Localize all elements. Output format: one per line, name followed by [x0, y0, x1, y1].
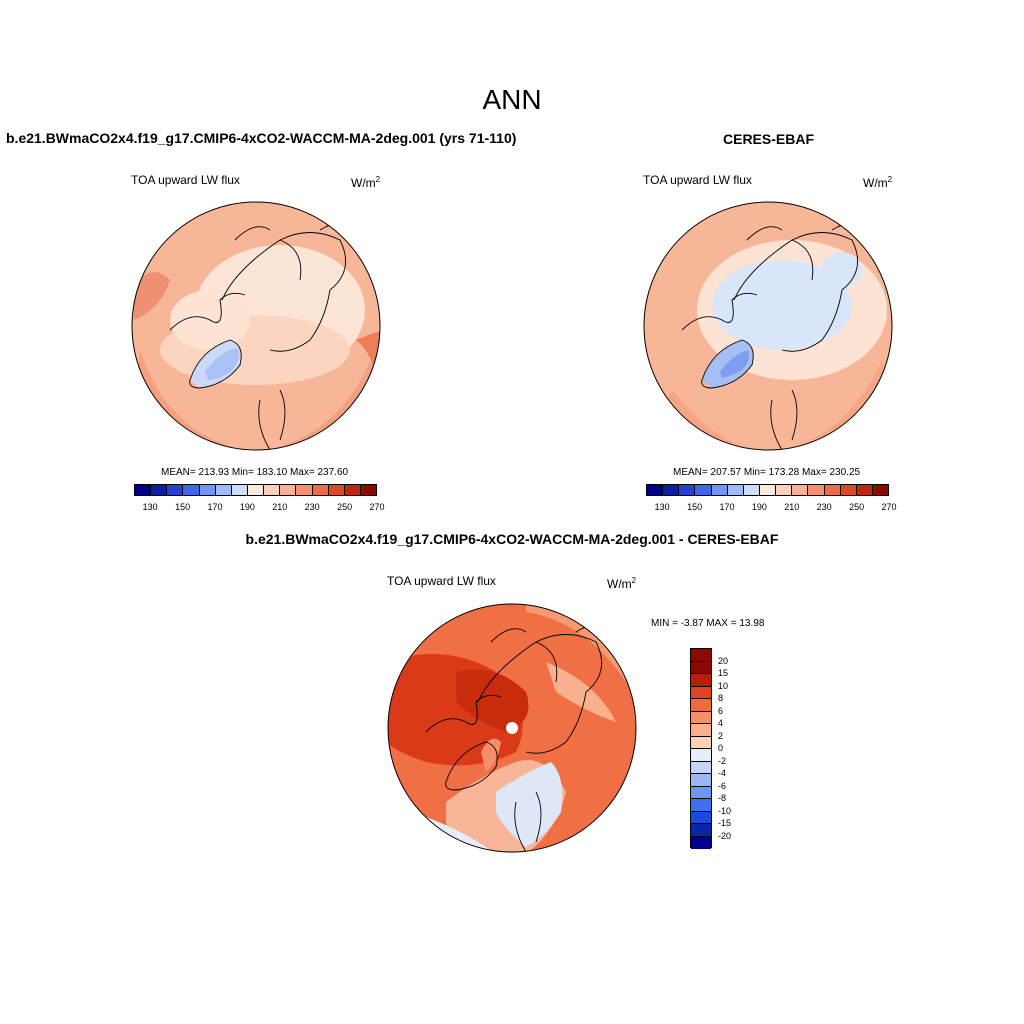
- colorbar-tick-label: -10: [718, 805, 732, 816]
- colorbar-tick-label: 170: [207, 502, 223, 512]
- colorbar-swatch: [135, 485, 152, 495]
- colorbar-swatch: [776, 485, 793, 495]
- panel3-units: W/m2: [607, 576, 637, 591]
- colorbar-swatch: [691, 699, 711, 712]
- panel3-variable-label: TOA upward LW flux: [387, 574, 496, 588]
- colorbar-swatch: [183, 485, 200, 495]
- colorbar-swatch: [280, 485, 297, 495]
- panel1-polar-map: [131, 201, 381, 451]
- colorbar-swatch: [691, 736, 711, 749]
- panel1-variable-label: TOA upward LW flux: [131, 173, 240, 187]
- panel2-colorbar: [646, 484, 889, 496]
- panel1-case-title: b.e21.BWmaCO2x4.f19_g17.CMIP6-4xCO2-WACC…: [6, 130, 517, 146]
- colorbar-tick-label: 250: [337, 502, 353, 512]
- colorbar-swatch: [691, 761, 711, 774]
- colorbar-swatch: [759, 485, 777, 495]
- colorbar-swatch: [344, 485, 361, 495]
- colorbar-swatch: [691, 674, 711, 687]
- colorbar-swatch: [151, 485, 168, 495]
- panel1-units: W/m2: [351, 175, 381, 190]
- colorbar-swatch: [691, 649, 711, 662]
- panel3-colorbar-ticks: 20 15 10 8 6 4 2 0 -2 -4 -6 -8 -10 -15 -20: [718, 648, 748, 848]
- colorbar-tick-label: 15: [718, 668, 729, 678]
- colorbar-swatch: [215, 485, 232, 495]
- colorbar-swatch: [167, 485, 184, 495]
- colorbar-tick-label: 0: [718, 743, 724, 753]
- colorbar-swatch: [856, 485, 873, 495]
- colorbar-tick-label: 130: [142, 502, 158, 512]
- colorbar-tick-label: 210: [784, 502, 800, 512]
- panel1-colorbar: [134, 484, 377, 496]
- colorbar-tick-label: -20: [718, 830, 732, 841]
- colorbar-swatch: [691, 811, 711, 824]
- colorbar-swatch: [711, 485, 728, 495]
- colorbar-tick-label: 20: [718, 655, 729, 666]
- colorbar-swatch: [743, 485, 760, 495]
- colorbar-tick-label: 130: [654, 502, 670, 512]
- colorbar-swatch: [312, 485, 329, 495]
- colorbar-swatch: [328, 485, 345, 495]
- panel2-stats: MEAN= 207.57 Min= 173.28 Max= 230.25: [673, 467, 861, 478]
- colorbar-swatch: [691, 749, 711, 762]
- colorbar-tick-label: 270: [881, 502, 897, 512]
- colorbar-swatch: [360, 485, 377, 495]
- panel3-stats: MIN = -3.87 MAX = 13.98: [651, 618, 765, 629]
- colorbar-tick-label: -8: [718, 793, 727, 803]
- colorbar-swatch: [691, 836, 711, 849]
- colorbar-tick-label: 230: [816, 502, 832, 512]
- colorbar-tick-label: 170: [719, 502, 735, 512]
- panel2-variable-label: TOA upward LW flux: [643, 173, 752, 187]
- colorbar-swatch: [231, 485, 248, 495]
- panel2-colorbar-ticks: 130 150 170 190 210 230 250 270: [646, 502, 897, 514]
- colorbar-swatch: [691, 799, 711, 812]
- colorbar-swatch: [264, 485, 281, 495]
- panel2-polar-map: [643, 201, 893, 451]
- colorbar-swatch: [840, 485, 857, 495]
- colorbar-tick-label: 250: [849, 502, 865, 512]
- panel2-units: W/m2: [863, 175, 893, 190]
- colorbar-tick-label: 210: [272, 502, 288, 512]
- colorbar-swatch: [691, 686, 711, 699]
- colorbar-tick-label: -6: [718, 780, 727, 791]
- colorbar-swatch: [663, 485, 680, 495]
- panel1-colorbar-ticks: 130 150 170 190 210 230 250 270: [134, 502, 385, 514]
- panel3-polar-map: [387, 603, 637, 853]
- figure-title: ANN: [482, 84, 542, 115]
- panel2-case-title: CERES-EBAF: [723, 131, 815, 147]
- colorbar-tick-label: 190: [751, 502, 767, 512]
- colorbar-swatch: [199, 485, 216, 495]
- colorbar-tick-label: 6: [718, 705, 724, 716]
- colorbar-swatch: [647, 485, 664, 495]
- colorbar-tick-label: 230: [304, 502, 320, 512]
- colorbar-swatch: [691, 724, 711, 737]
- colorbar-swatch: [691, 711, 711, 724]
- colorbar-tick-label: 8: [718, 693, 724, 703]
- colorbar-tick-label: 270: [369, 502, 385, 512]
- colorbar-swatch: [727, 485, 744, 495]
- colorbar-tick-label: -15: [718, 818, 732, 828]
- colorbar-swatch: [695, 485, 712, 495]
- colorbar-tick-label: 10: [718, 680, 729, 691]
- colorbar-swatch: [691, 786, 711, 799]
- colorbar-swatch: [247, 485, 265, 495]
- colorbar-tick-label: 190: [239, 502, 255, 512]
- colorbar-tick-label: 150: [175, 502, 191, 512]
- colorbar-swatch: [691, 661, 711, 674]
- colorbar-tick-label: 4: [718, 718, 724, 728]
- colorbar-tick-label: -2: [718, 755, 727, 766]
- colorbar-tick-label: 2: [718, 730, 724, 741]
- colorbar-swatch: [824, 485, 841, 495]
- colorbar-swatch: [691, 824, 711, 837]
- colorbar-swatch: [691, 774, 711, 787]
- panel3-colorbar: [690, 648, 712, 849]
- colorbar-tick-label: 150: [687, 502, 703, 512]
- colorbar-swatch: [872, 485, 889, 495]
- colorbar-swatch: [792, 485, 809, 495]
- panel1-stats: MEAN= 213.93 Min= 183.10 Max= 237.60: [161, 467, 349, 478]
- colorbar-swatch: [296, 485, 313, 495]
- colorbar-swatch: [679, 485, 696, 495]
- colorbar-swatch: [808, 485, 825, 495]
- colorbar-tick-label: -4: [718, 768, 727, 778]
- panel3-case-title: b.e21.BWmaCO2x4.f19_g17.CMIP6-4xCO2-WACC…: [245, 531, 779, 547]
